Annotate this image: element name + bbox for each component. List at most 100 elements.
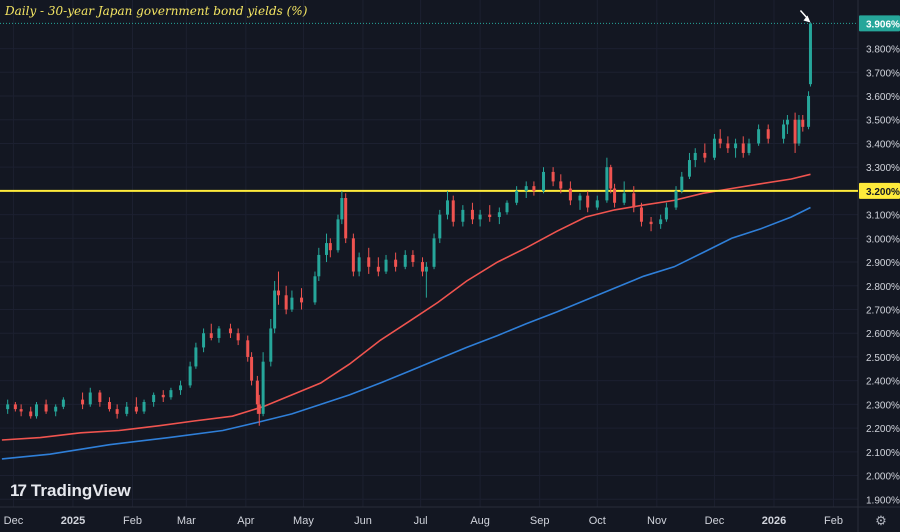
candle-body [351, 238, 355, 272]
x-tick-label: Mar [177, 515, 196, 527]
candle-body [179, 385, 183, 391]
candle-body [559, 181, 563, 189]
candle-body [515, 190, 519, 203]
candle-body [461, 209, 465, 222]
candle-body [718, 138, 722, 144]
candle-body [757, 129, 761, 144]
candle-body [236, 333, 240, 341]
candle-body [357, 257, 361, 272]
x-tick-label: Jun [354, 515, 372, 527]
candle-body [470, 209, 474, 220]
y-tick-label: 2.000% [866, 472, 900, 483]
candle-body [542, 171, 546, 191]
candle-body [161, 394, 165, 398]
candle-body [273, 290, 277, 329]
candle-body [726, 143, 730, 149]
candle-body [478, 214, 482, 220]
candle-body [424, 266, 428, 272]
candle-body [664, 207, 668, 220]
candle-body [782, 124, 786, 139]
candle-body [649, 221, 653, 225]
candle-body [284, 295, 288, 310]
last-price-label-bg [859, 15, 900, 32]
candle-body [209, 333, 213, 338]
y-tick-label: 3.000% [866, 234, 900, 245]
candle-body [438, 214, 442, 239]
candle-body [142, 402, 146, 412]
candle-body [188, 366, 192, 386]
x-tick-label: 2025 [61, 515, 85, 527]
candle-body [300, 297, 304, 303]
candle-body [194, 347, 198, 367]
candle-body [81, 399, 85, 405]
candle-body [6, 404, 10, 410]
candle-body [411, 254, 415, 263]
candle-body [693, 152, 697, 161]
candle-body [88, 392, 92, 405]
candle-body [807, 96, 811, 127]
candle-body [54, 406, 58, 412]
candle-body [328, 243, 332, 251]
candle-body [115, 409, 119, 414]
candle-body [34, 404, 38, 417]
candle-body [125, 406, 129, 414]
candle-body [674, 190, 678, 208]
candle-body [107, 402, 111, 410]
x-tick-label: Dec [4, 515, 24, 527]
y-tick-label: 2.200% [866, 424, 900, 435]
price-axis[interactable]: 3.800% 3.700% 3.600% 3.500% 3.400% 3.300% 3.10… [866, 45, 900, 507]
candle-body [340, 198, 344, 220]
y-tick-label: 2.900% [866, 258, 900, 269]
candle-body [19, 409, 23, 412]
candle-body [313, 276, 317, 303]
candle-body [766, 129, 770, 139]
y-tick-label: 3.700% [866, 68, 900, 79]
candle-body [421, 262, 425, 272]
y-tick-label: 2.300% [866, 400, 900, 411]
time-axis[interactable]: Dec 2025 Feb Mar Apr May Jun Jul Aug Sep Oct Nov Dec… [4, 515, 843, 527]
y-tick-label: 2.800% [866, 282, 900, 293]
candle-body [532, 186, 536, 191]
candle-body [250, 356, 254, 381]
x-tick-label: 2026 [762, 515, 786, 527]
candle-body [797, 119, 801, 144]
gear-icon[interactable]: ⚙ [875, 513, 887, 528]
candle-body [432, 238, 436, 267]
tradingview-logo-mark: 17 [10, 481, 27, 500]
candle-body [578, 195, 582, 201]
x-tick-label: Feb [123, 515, 142, 527]
y-tick-label: 3.600% [866, 92, 900, 103]
candle-body [703, 152, 707, 158]
candle-body [568, 188, 572, 201]
price-labels: 3.200% 3.906% [859, 15, 900, 199]
candle-body [497, 212, 501, 217]
hline-price-label: 3.200% [866, 187, 900, 198]
candle-body [622, 193, 626, 203]
candle-body [257, 404, 261, 414]
candle-body [505, 202, 509, 213]
candle-body [403, 254, 407, 267]
candle-body [384, 259, 388, 272]
candle-body [747, 143, 751, 153]
tradingview-logo-text: TradingView [30, 481, 131, 500]
candle-body [524, 186, 528, 191]
candle-body [246, 340, 250, 357]
y-tick-label: 3.400% [866, 139, 900, 150]
candle-body [586, 195, 590, 208]
candle-body [793, 119, 797, 144]
hline-price-label-bg [859, 182, 900, 199]
y-tick-label: 1.900% [866, 495, 900, 506]
x-tick-label: Dec [705, 515, 725, 527]
arrow-annotation [799, 9, 811, 23]
candle-body [152, 394, 156, 403]
candle-body [169, 390, 173, 398]
y-tick-label: 3.300% [866, 163, 900, 174]
candle-body [551, 171, 555, 182]
x-tick-label: May [293, 515, 314, 527]
candle-body [367, 257, 371, 267]
candle-body [687, 160, 691, 177]
x-tick-label: Sep [530, 515, 550, 527]
candle-body [613, 188, 617, 203]
y-tick-label: 3.500% [866, 116, 900, 127]
